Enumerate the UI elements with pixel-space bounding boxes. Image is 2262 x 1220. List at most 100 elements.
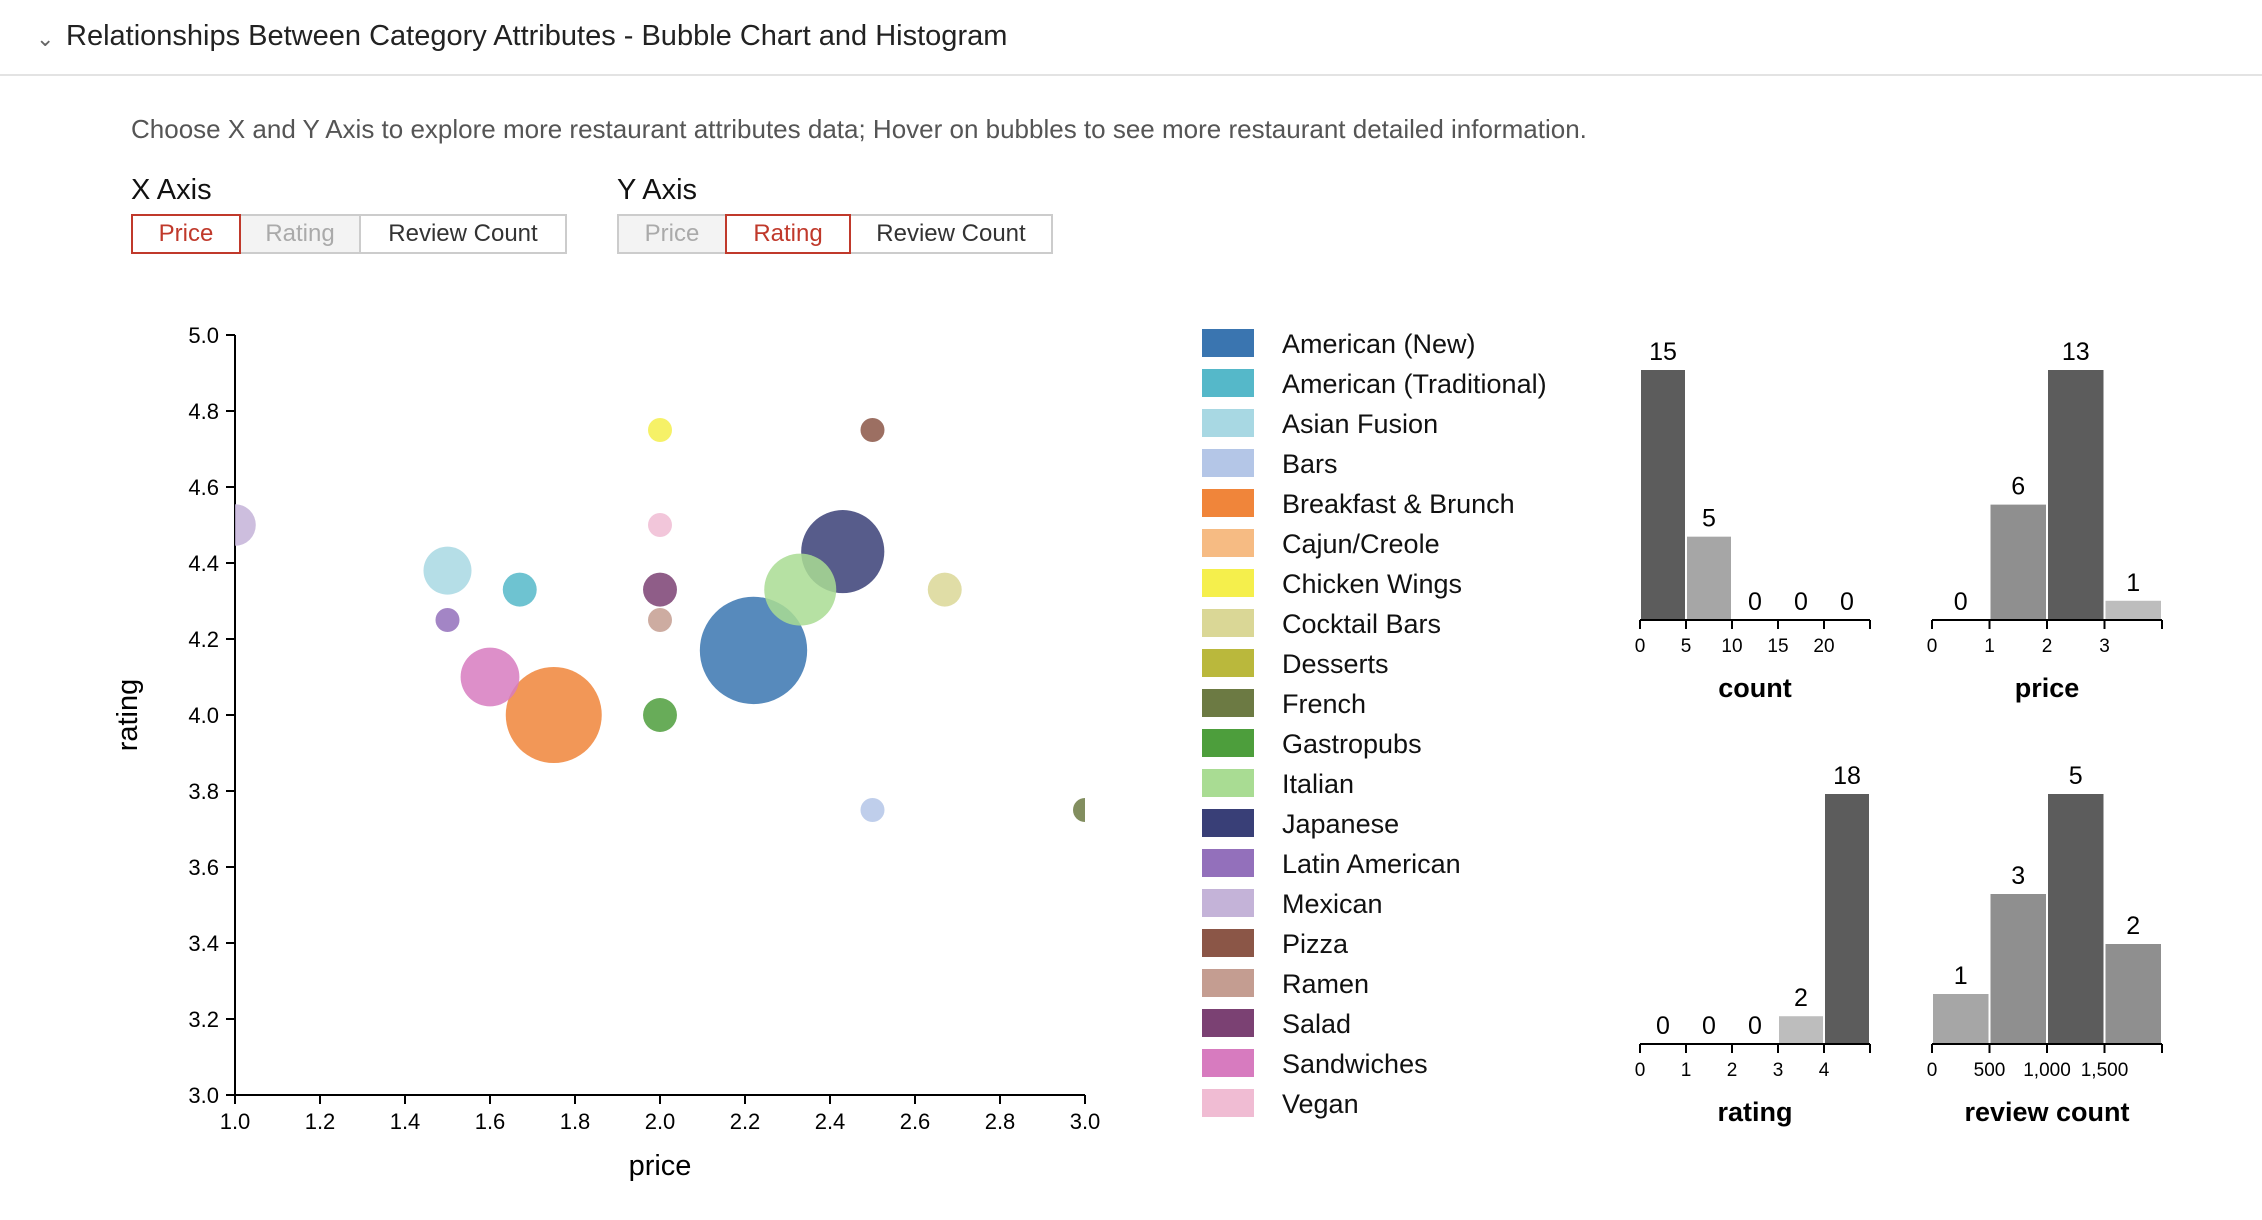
y-tick-label: 4.8 — [188, 399, 219, 424]
histogram-bar[interactable] — [2105, 600, 2162, 620]
legend-label-bars: Bars — [1282, 449, 1338, 479]
histogram-review-count: 1 3 5 2 0 500 1,000 1,500 review count — [1927, 762, 2163, 1127]
y-tick-label: 3.0 — [188, 1083, 219, 1108]
legend-swatch-japanese — [1202, 809, 1254, 837]
histogram-bar[interactable] — [1687, 536, 1731, 620]
legend-swatch-latin-american — [1202, 849, 1254, 877]
histogram-tick-label: 20 — [1813, 636, 1834, 657]
histogram-tick-label: 0 — [1635, 1060, 1646, 1081]
bubble-asian-fusion[interactable] — [423, 546, 472, 595]
legend-label-gastropubs: Gastropubs — [1282, 729, 1422, 759]
histogram-bar[interactable] — [2048, 794, 2104, 1044]
bubble-breakfast-brunch[interactable] — [505, 667, 602, 763]
x-tick-label: 1.8 — [560, 1109, 591, 1134]
histogram-tick-label: 15 — [1767, 636, 1788, 657]
bubble-latin-american[interactable] — [435, 608, 460, 632]
histogram-bar[interactable] — [1825, 794, 1869, 1044]
histogram-bar-label: 6 — [2011, 473, 2025, 501]
histogram-tick-label: 0 — [1927, 636, 1938, 657]
bubble-vegan[interactable] — [648, 513, 672, 537]
y-tick-label: 4.2 — [188, 627, 219, 652]
bubble-bars[interactable] — [860, 798, 885, 822]
y-axis-price-button[interactable]: Price — [617, 214, 727, 254]
legend-swatch-gastropubs — [1202, 729, 1254, 757]
legend-swatch-french — [1202, 689, 1254, 717]
legend-swatch-ramen — [1202, 969, 1254, 997]
y-tick-label: 3.6 — [188, 855, 219, 880]
histogram-bar[interactable] — [1990, 894, 2047, 1044]
y-axis-review-count-button[interactable]: Review Count — [849, 214, 1053, 254]
histogram-bar-label: 5 — [1702, 505, 1716, 533]
x-axis-selector: X Axis Price Rating Review Count — [131, 174, 567, 254]
histogram-bar-label: 0 — [1702, 1012, 1716, 1040]
y-tick-label: 4.4 — [188, 551, 219, 576]
legend-swatch-american-traditional — [1202, 369, 1254, 397]
histogram-tick-label: 0 — [1927, 1060, 1938, 1081]
legend-label-american-traditional: American (Traditional) — [1282, 369, 1547, 399]
legend-label-asian-fusion: Asian Fusion — [1282, 409, 1438, 439]
bubble-american-traditional[interactable] — [502, 572, 537, 607]
legend-swatch-italian — [1202, 769, 1254, 797]
bubble-french[interactable] — [1073, 798, 1097, 822]
x-tick-label: 3.0 — [1070, 1109, 1101, 1134]
legend-label-japanese: Japanese — [1282, 809, 1399, 839]
legend-swatch-vegan — [1202, 1089, 1254, 1117]
bubble-gastropubs[interactable] — [643, 698, 677, 732]
histogram-bar[interactable] — [1779, 1016, 1823, 1044]
y-axis-label: Y Axis — [617, 174, 698, 206]
histogram-tick-label: 2 — [1727, 1060, 1738, 1081]
bubble-american-new[interactable] — [699, 596, 808, 705]
legend-label-ramen: Ramen — [1282, 969, 1369, 999]
x-axis-review-count-button[interactable]: Review Count — [359, 214, 567, 254]
y-tick-label: 4.6 — [188, 475, 219, 500]
chevron-down-icon[interactable]: ⌄ — [36, 26, 55, 51]
legend-label-cocktail-bars: Cocktail Bars — [1282, 609, 1441, 639]
histogram-bar-label: 0 — [1794, 588, 1808, 616]
histogram-bar-label: 2 — [1794, 984, 1808, 1012]
legend-label-french: French — [1282, 689, 1366, 719]
legend-swatch-pizza — [1202, 929, 1254, 957]
bubble-salad[interactable] — [643, 572, 677, 607]
histogram-bar[interactable] — [2048, 370, 2104, 620]
section-title: Relationships Between Category Attribute… — [66, 20, 1008, 52]
histogram-tick-label: 4 — [1819, 1060, 1830, 1081]
x-tick-label: 2.6 — [900, 1109, 931, 1134]
histogram-bar-label: 18 — [1833, 762, 1861, 790]
x-axis-price-button[interactable]: Price — [131, 214, 241, 254]
histogram-bar-label: 0 — [1748, 588, 1762, 616]
histogram-bar[interactable] — [2105, 944, 2162, 1044]
y-axis-rating-button[interactable]: Rating — [725, 214, 851, 254]
histogram-bar[interactable] — [1641, 370, 1685, 620]
section-header[interactable]: ⌄ Relationships Between Category Attribu… — [0, 0, 2262, 76]
histogram-bar-label: 15 — [1649, 338, 1677, 366]
histogram-tick-label: 5 — [1681, 636, 1692, 657]
legend-label-chicken-wings: Chicken Wings — [1282, 569, 1462, 599]
histogram-bar[interactable] — [1933, 994, 1989, 1044]
histogram-bar-label: 5 — [2069, 762, 2083, 790]
y-tick-label: 3.2 — [188, 1007, 219, 1032]
bubble-pizza[interactable] — [860, 418, 885, 442]
histogram-title: price — [2015, 673, 2080, 703]
histogram-title: count — [1718, 673, 1792, 703]
histogram-tick-label: 1,000 — [2023, 1060, 2071, 1081]
bubble-sandwiches[interactable] — [460, 647, 520, 707]
legend-label-mexican: Mexican — [1282, 889, 1383, 919]
histogram-tick-label: 10 — [1721, 636, 1742, 657]
bubble-ramen[interactable] — [648, 608, 672, 632]
legend-swatch-asian-fusion — [1202, 409, 1254, 437]
histogram-bar[interactable] — [1990, 504, 2047, 620]
histogram-bar-label: 13 — [2062, 338, 2090, 366]
legend-label-salad: Salad — [1282, 1009, 1351, 1039]
bubble-italian[interactable] — [764, 553, 837, 626]
legend-swatch-desserts — [1202, 649, 1254, 677]
legend-swatch-sandwiches — [1202, 1049, 1254, 1077]
legend-swatch-cocktail-bars — [1202, 609, 1254, 637]
legend-label-latin-american: Latin American — [1282, 849, 1461, 879]
bubble-cocktail-bars[interactable] — [927, 572, 962, 607]
bubble-mexican[interactable] — [214, 504, 256, 546]
bubble-chicken-wings[interactable] — [648, 418, 672, 442]
histogram-title: review count — [1964, 1097, 2129, 1127]
y-tick-label: 3.4 — [188, 931, 219, 956]
